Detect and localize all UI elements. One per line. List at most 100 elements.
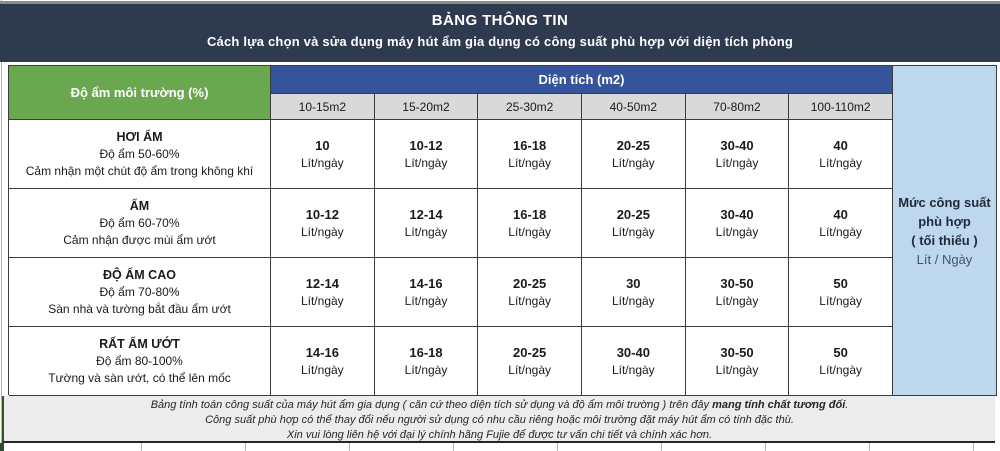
- humidity-row-label: ẨM Độ ẩm 60-70% Cảm nhận được mùi ẩm ướt: [9, 189, 271, 258]
- capacity-cell: 40 Lít/ngày: [789, 189, 893, 258]
- capacity-unit: Lít/ngày: [300, 363, 344, 377]
- capacity-unit: Lít/ngày: [611, 294, 655, 308]
- table-subtitle: Cách lựa chọn và sửa dụng máy hút ẩm gia…: [206, 34, 794, 49]
- footnote-text: Bảng tính toán công suất của máy hút ẩm …: [150, 399, 713, 411]
- capacity-cell: 20-25 Lít/ngày: [478, 327, 582, 396]
- capacity-cell: 30-50 Lít/ngày: [685, 327, 790, 396]
- humidity-row-label: ĐỘ ẨM CAO Độ ẩm 70-80% Sàn nhà và tường …: [9, 258, 271, 327]
- capacity-unit: Lít/ngày: [508, 363, 551, 377]
- capacity-unit: Lít/ngày: [404, 294, 448, 308]
- humidity-description: Tường và sàn ướt, có thể lên mốc: [48, 370, 231, 385]
- capacity-value: 30-40: [720, 138, 754, 153]
- footnote-line-1: Bảng tính toán công suất của máy hút ẩm …: [4, 398, 995, 413]
- footnote-bold-text: mang tính chất tương đối: [712, 399, 846, 411]
- area-column-header: 40-50m2: [581, 94, 686, 120]
- humidity-header-cell: Độ ẩm môi trường (%): [9, 66, 271, 120]
- capacity-value: 40: [833, 207, 848, 222]
- capacity-cell: 20-25 Lít/ngày: [478, 258, 582, 327]
- humidity-level-name: ẨM: [129, 198, 150, 213]
- capacity-unit: Lít/ngày: [508, 156, 551, 170]
- area-column-header: 15-20m2: [374, 94, 479, 120]
- capacity-value: 12-14: [409, 207, 443, 222]
- capacity-unit: Lít/ngày: [300, 294, 344, 308]
- humidity-description: Cảm nhận một chút độ ẩm trong không khí: [25, 163, 254, 178]
- capacity-cell: 30-40 Lít/ngày: [685, 120, 790, 189]
- humidity-level-name: HƠI ẨM: [116, 129, 163, 144]
- capacity-unit: Lít/ngày: [404, 156, 448, 170]
- capacity-cell: 20-25 Lít/ngày: [581, 189, 686, 258]
- capacity-unit: Lít/ngày: [715, 225, 759, 239]
- capacity-unit: Lít/ngày: [819, 156, 862, 170]
- capacity-cell: 50 Lít/ngày: [789, 258, 893, 327]
- capacity-value: 14-16: [305, 345, 339, 360]
- capacity-unit: Lít/ngày: [611, 363, 655, 377]
- bottom-gridline-row: [0, 443, 1000, 451]
- capacity-value: 12-14: [305, 276, 339, 291]
- capacity-unit: Lít/ngày: [819, 294, 862, 308]
- capacity-cell: 30-40 Lít/ngày: [581, 327, 686, 396]
- capacity-cell: 50 Lít/ngày: [789, 327, 893, 396]
- capacity-summary-cell: Mức công suất phù hợp ( tối thiểu ) Lít …: [892, 66, 997, 396]
- capacity-unit: Lít/ngày: [819, 363, 862, 377]
- capacity-unit: Lít/ngày: [300, 156, 344, 170]
- capacity-value: 20-25: [616, 207, 650, 222]
- capacity-value: 16-18: [513, 207, 547, 222]
- capacity-cell: 16-18 Lít/ngày: [478, 189, 582, 258]
- capacity-value: 20-25: [513, 276, 547, 291]
- capacity-cell: 12-14 Lít/ngày: [271, 258, 375, 327]
- capacity-value: 10-12: [409, 138, 443, 153]
- capacity-unit: Lít/ngày: [404, 225, 448, 239]
- capacity-cell: 30-50 Lít/ngày: [685, 258, 790, 327]
- humidity-level-name: RẤT ẨM ƯỚT: [99, 336, 180, 351]
- capacity-value: 30-50: [720, 276, 754, 291]
- capacity-value: 30-40: [616, 345, 650, 360]
- footnote-text: .: [845, 399, 849, 411]
- capacity-cell: 14-16 Lít/ngày: [271, 327, 375, 396]
- capacity-cell: 10 Lít/ngày: [271, 120, 375, 189]
- capacity-value: 40: [833, 138, 848, 153]
- capacity-value: 30: [626, 276, 641, 291]
- capacity-cell: 30 Lít/ngày: [581, 258, 686, 327]
- capacity-summary-line2: ( tối thiểu ): [911, 232, 978, 248]
- capacity-value: 20-25: [616, 138, 650, 153]
- humidity-row-label: HƠI ẨM Độ ẩm 50-60% Cảm nhận một chút độ…: [9, 120, 271, 189]
- capacity-cell: 10-12 Lít/ngày: [374, 120, 479, 189]
- capacity-unit: Lít/ngày: [715, 294, 759, 308]
- capacity-table: Độ ẩm môi trường (%) Diện tích (m2) Mức …: [8, 65, 997, 396]
- capacity-cell: 12-14 Lít/ngày: [374, 189, 479, 258]
- humidity-range: Độ ẩm 70-80%: [99, 284, 180, 299]
- title-banner: BẢNG THÔNG TIN Cách lựa chọn và sửa dụng…: [0, 1, 1000, 62]
- capacity-cell: 30-40 Lít/ngày: [685, 189, 790, 258]
- capacity-unit: Lít/ngày: [300, 225, 344, 239]
- humidity-range: Độ ẩm 60-70%: [99, 215, 180, 230]
- area-column-header: 25-30m2: [478, 94, 582, 120]
- capacity-unit: Lít/ngày: [404, 363, 448, 377]
- capacity-value: 50: [833, 345, 848, 360]
- area-column-header: 100-110m2: [789, 94, 893, 120]
- capacity-cell: 16-18 Lít/ngày: [374, 327, 479, 396]
- capacity-unit: Lít/ngày: [611, 156, 655, 170]
- left-gutter-gridline: [1, 0, 2, 443]
- capacity-cell: 10-12 Lít/ngày: [271, 189, 375, 258]
- humidity-description: Sàn nhà và tường bắt đầu ẩm ướt: [48, 301, 231, 316]
- capacity-summary-line3: Lít / Ngày: [916, 251, 973, 267]
- capacity-unit: Lít/ngày: [715, 363, 759, 377]
- humidity-range: Độ ẩm 80-100%: [96, 353, 183, 368]
- capacity-cell: 14-16 Lít/ngày: [374, 258, 479, 327]
- area-column-header: 10-15m2: [271, 94, 375, 120]
- humidity-level-name: ĐỘ ẨM CAO: [103, 267, 176, 282]
- footnote-line-3: Xin vui lòng liên hệ với đại lý chính hã…: [286, 429, 713, 441]
- capacity-unit: Lít/ngày: [819, 225, 862, 239]
- humidity-description: Cảm nhận được mùi ẩm ướt: [63, 232, 216, 247]
- bottom-left-cell: [0, 443, 4, 451]
- capacity-value: 50: [833, 276, 848, 291]
- footnote-block: Bảng tính toán công suất của máy hút ẩm …: [2, 396, 995, 443]
- capacity-value: 16-18: [513, 138, 547, 153]
- capacity-cell: 16-18 Lít/ngày: [478, 120, 582, 189]
- table-title: BẢNG THÔNG TIN: [431, 12, 569, 29]
- footnote-line-2: Công suất phù hợp có thể thay đổi nếu ng…: [205, 414, 794, 426]
- capacity-value: 30-40: [720, 207, 754, 222]
- capacity-unit: Lít/ngày: [508, 294, 551, 308]
- area-column-header: 70-80m2: [685, 94, 790, 120]
